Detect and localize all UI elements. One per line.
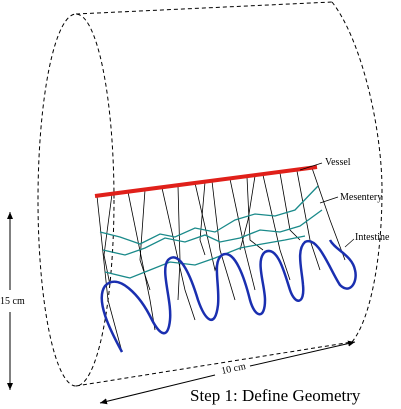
length-arrow-left	[99, 374, 216, 405]
caption: Step 1: Define Geometry	[190, 386, 361, 405]
vessel-label: Vessel	[325, 157, 351, 168]
cylinder	[37, 1, 383, 387]
height-label: 15 cm	[0, 296, 25, 307]
mesentery-label: Mesentery	[340, 192, 382, 203]
mesentery-border	[99, 185, 323, 279]
intestine-label: Intestine	[355, 232, 390, 243]
length-label: 10 cm	[220, 361, 247, 377]
intestine	[100, 239, 357, 353]
leaders	[299, 162, 355, 248]
length-arrow-right	[249, 340, 356, 367]
mesentery-lines	[96, 167, 346, 353]
vessel	[94, 165, 318, 198]
